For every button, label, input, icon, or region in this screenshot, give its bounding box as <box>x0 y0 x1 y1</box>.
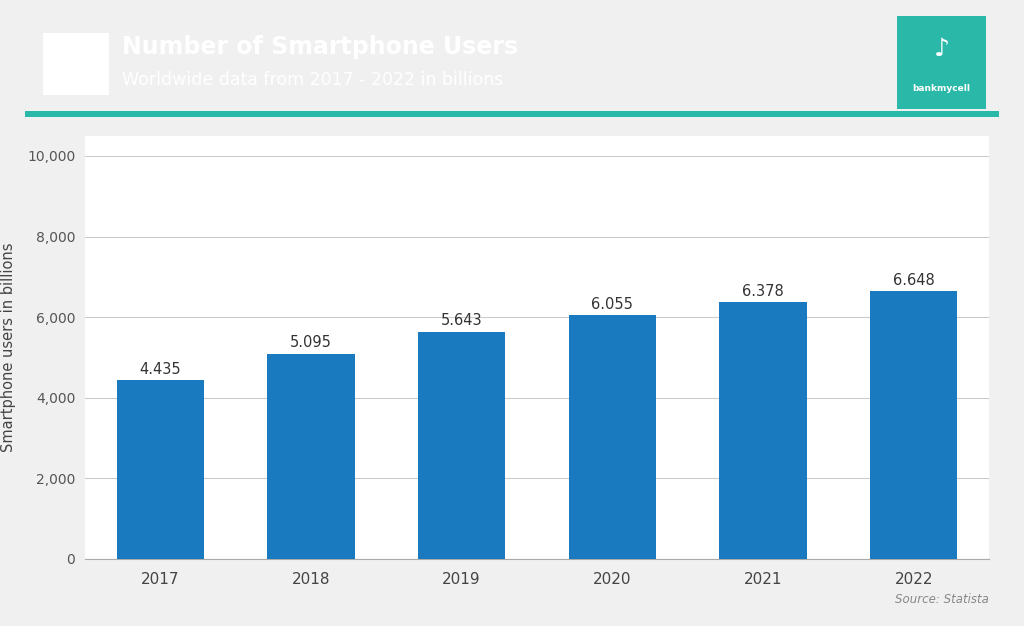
FancyBboxPatch shape <box>897 16 986 108</box>
Text: Number of Smartphone Users: Number of Smartphone Users <box>123 34 518 59</box>
FancyBboxPatch shape <box>43 33 109 95</box>
Text: 5.095: 5.095 <box>290 336 332 351</box>
Text: 4.435: 4.435 <box>139 362 181 377</box>
Bar <box>25 111 999 117</box>
Text: 5.643: 5.643 <box>441 314 482 328</box>
Text: 6.648: 6.648 <box>893 273 935 288</box>
Text: ♪: ♪ <box>934 36 949 61</box>
Bar <box>418 332 506 559</box>
Bar <box>719 302 807 559</box>
Bar <box>267 354 354 559</box>
Y-axis label: Smartphone users in billions: Smartphone users in billions <box>1 243 16 452</box>
Text: 6.055: 6.055 <box>592 297 633 312</box>
Bar <box>568 315 656 559</box>
Text: Source: Statista: Source: Statista <box>895 593 989 606</box>
Text: Worldwide data from 2017 - 2022 in billions: Worldwide data from 2017 - 2022 in billi… <box>123 71 504 90</box>
Text: 6.378: 6.378 <box>742 284 784 299</box>
Text: bankmycell: bankmycell <box>912 84 971 93</box>
Bar <box>117 380 204 559</box>
Bar <box>870 291 957 559</box>
